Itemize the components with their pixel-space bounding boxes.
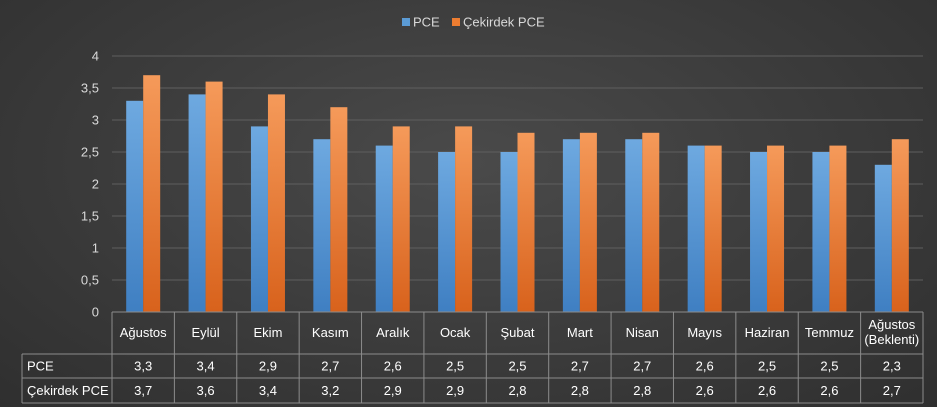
bar-cekirdek-pce	[267, 94, 285, 313]
table-cell-value: 2,5	[446, 359, 464, 374]
bar-pce	[126, 100, 144, 312]
y-tick-label: 1	[92, 241, 99, 256]
table-cell-value: 2,6	[384, 359, 402, 374]
table-cell-value: 2,7	[571, 359, 589, 374]
bar-pce	[188, 94, 206, 313]
table-row-header: Çekirdek PCE	[27, 383, 109, 398]
table-cell-value: 3,4	[197, 359, 215, 374]
table-cell-value: 2,9	[384, 383, 402, 398]
table-cell-value: 2,8	[571, 383, 589, 398]
bar-pce	[687, 145, 705, 312]
bar-cekirdek-pce	[455, 126, 473, 313]
bar-cekirdek-pce	[330, 107, 348, 312]
x-category-label: Haziran	[745, 325, 790, 340]
bar-cekirdek-pce	[205, 81, 223, 312]
bar-cekirdek-pce	[579, 132, 597, 312]
table-cell-value: 3,2	[321, 383, 339, 398]
y-tick-label: 0,5	[81, 273, 99, 288]
bar-cekirdek-pce	[829, 145, 847, 312]
x-category-label: Şubat	[501, 325, 535, 340]
bar-pce	[313, 139, 331, 312]
bar-pce	[562, 139, 580, 312]
x-category-label: Ağustos	[120, 325, 167, 340]
table-cell-value: 2,9	[446, 383, 464, 398]
bar-pce	[250, 126, 268, 313]
bar-cekirdek-pce	[642, 132, 660, 312]
table-cell-value: 2,7	[883, 383, 901, 398]
bar-pce	[625, 139, 643, 312]
x-category-label: Nisan	[626, 325, 659, 340]
table-cell-value: 2,5	[820, 359, 838, 374]
table-cell-value: 2,5	[508, 359, 526, 374]
table-cell-value: 3,3	[134, 359, 152, 374]
table-cell-value: 3,7	[134, 383, 152, 398]
table-cell-value: 2,7	[321, 359, 339, 374]
y-tick-label: 4	[92, 49, 99, 64]
table-cell-value: 2,5	[758, 359, 776, 374]
table-cell-value: 3,6	[197, 383, 215, 398]
x-category-label: Eylül	[191, 325, 219, 340]
legend-swatch	[402, 18, 410, 26]
table-cell-value: 2,6	[696, 359, 714, 374]
bar-pce	[750, 152, 768, 312]
table-cell-value: 2,6	[758, 383, 776, 398]
y-tick-label: 3	[92, 113, 99, 128]
bar-cekirdek-pce	[891, 139, 909, 312]
bar-cekirdek-pce	[517, 132, 535, 312]
bar-cekirdek-pce	[143, 75, 161, 312]
table-cell-value: 2,6	[696, 383, 714, 398]
x-category-label: Mayıs	[687, 325, 722, 340]
bar-cekirdek-pce	[704, 145, 722, 312]
legend-swatch	[452, 18, 460, 26]
x-category-label: Mart	[567, 325, 593, 340]
table-cell-value: 2,6	[820, 383, 838, 398]
table-cell-value: 2,7	[633, 359, 651, 374]
x-category-label: Ocak	[440, 325, 471, 340]
bar-pce	[812, 152, 830, 312]
y-tick-label: 0	[92, 305, 99, 320]
bar-pce	[874, 164, 892, 312]
x-category-label: Ekim	[254, 325, 283, 340]
bar-pce	[500, 152, 518, 312]
y-tick-label: 2	[92, 177, 99, 192]
bar-cekirdek-pce	[392, 126, 410, 313]
bar-cekirdek-pce	[767, 145, 785, 312]
table-cell-value: 2,9	[259, 359, 277, 374]
x-category-label: Aralık	[376, 325, 410, 340]
x-category-label: Ağustos (Beklenti)	[864, 317, 919, 347]
x-category-label: Temmuz	[805, 325, 854, 340]
table-cell-value: 3,4	[259, 383, 277, 398]
y-tick-label: 2,5	[81, 145, 99, 160]
x-category-label: Kasım	[312, 325, 349, 340]
bar-pce	[438, 152, 456, 312]
table-row-header: PCE	[27, 359, 54, 374]
bar-pce	[375, 145, 393, 312]
y-tick-label: 1,5	[81, 209, 99, 224]
legend-label: PCE	[413, 15, 440, 30]
table-cell-value: 2,8	[633, 383, 651, 398]
table-cell-value: 2,3	[883, 359, 901, 374]
legend-label: Çekirdek PCE	[463, 15, 545, 30]
table-cell-value: 2,8	[508, 383, 526, 398]
y-tick-label: 3,5	[81, 81, 99, 96]
